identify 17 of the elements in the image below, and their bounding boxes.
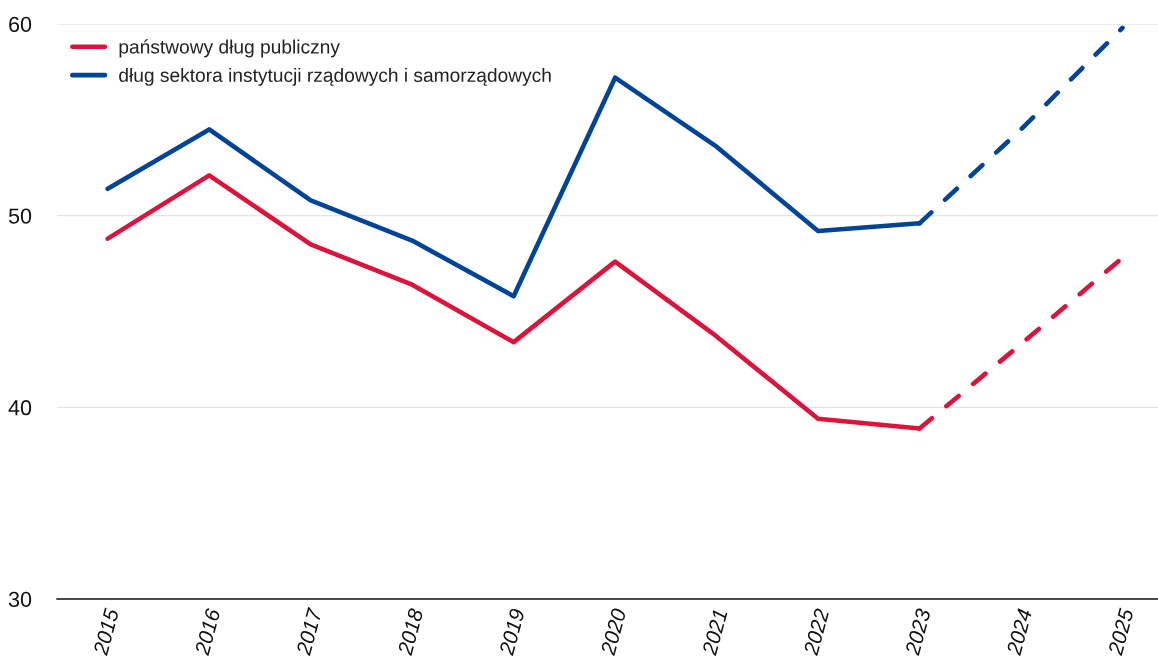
- y-tick-label: 50: [8, 208, 32, 224]
- y-tick-label: 40: [8, 400, 32, 416]
- x-tick-label: 2020: [600, 607, 627, 657]
- x-tick-label: 2019: [498, 607, 525, 657]
- x-tick-label: 2025: [1107, 607, 1134, 657]
- x-tick-label: 2022: [803, 607, 830, 657]
- x-tick-label: 2023: [904, 607, 931, 657]
- legend-label: państwowy dług publiczny: [119, 39, 340, 58]
- x-tick-label: 2017: [295, 606, 323, 657]
- x-tick-label: 2021: [701, 609, 728, 657]
- y-tick-label: 60: [9, 16, 32, 33]
- legend-label: dług sektora instytucji rządowych i samorządowych: [119, 67, 551, 86]
- x-tick-label: 2018: [397, 607, 424, 657]
- y-tick-label: 30: [8, 591, 32, 608]
- x-tick-label: 2016: [194, 607, 221, 657]
- x-tick-label: 2015: [92, 607, 120, 657]
- x-tick-label: 2024: [1006, 608, 1033, 657]
